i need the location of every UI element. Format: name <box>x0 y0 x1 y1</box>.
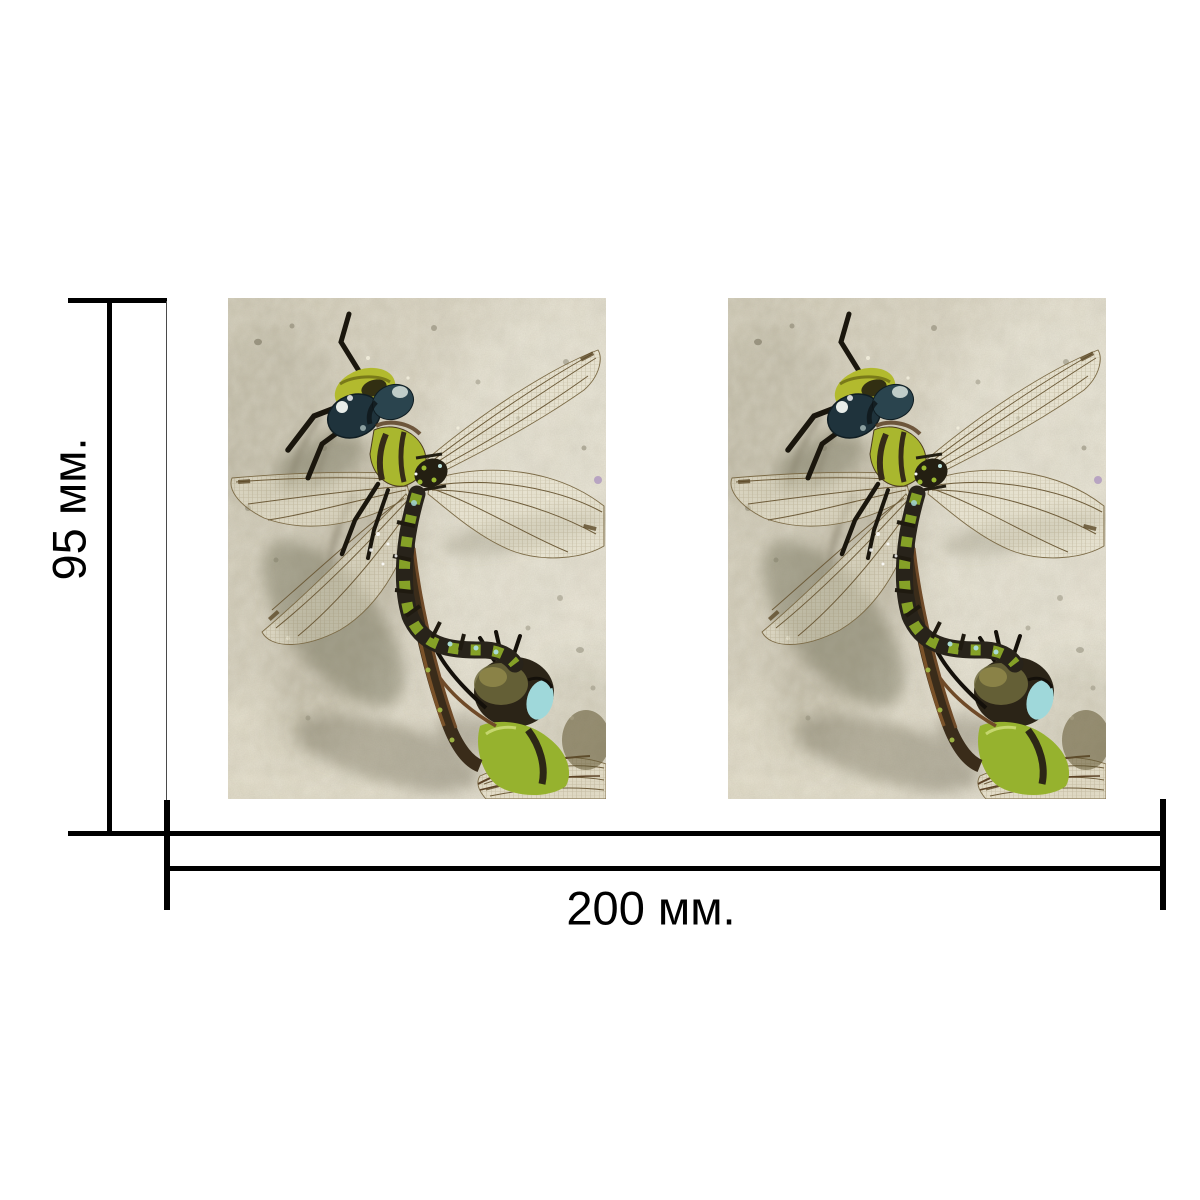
product-photo-2 <box>728 298 1106 799</box>
horizontal-dimension-line <box>167 866 1163 871</box>
product-photo-1 <box>228 298 606 799</box>
horizontal-dimension-right-tick <box>1160 799 1166 910</box>
width-dimension-label: 200 мм. <box>566 881 736 935</box>
left-edge-extension-line <box>166 301 167 801</box>
bottom-extension-line <box>68 831 1166 836</box>
dragonflies-photo <box>728 298 1106 799</box>
vertical-dimension-line <box>107 298 112 836</box>
horizontal-dimension-left-tick <box>164 800 170 910</box>
dragonflies-photo <box>228 298 606 799</box>
vertical-dimension-top-tick <box>68 298 167 303</box>
height-dimension-label: 95 мм. <box>42 437 96 581</box>
